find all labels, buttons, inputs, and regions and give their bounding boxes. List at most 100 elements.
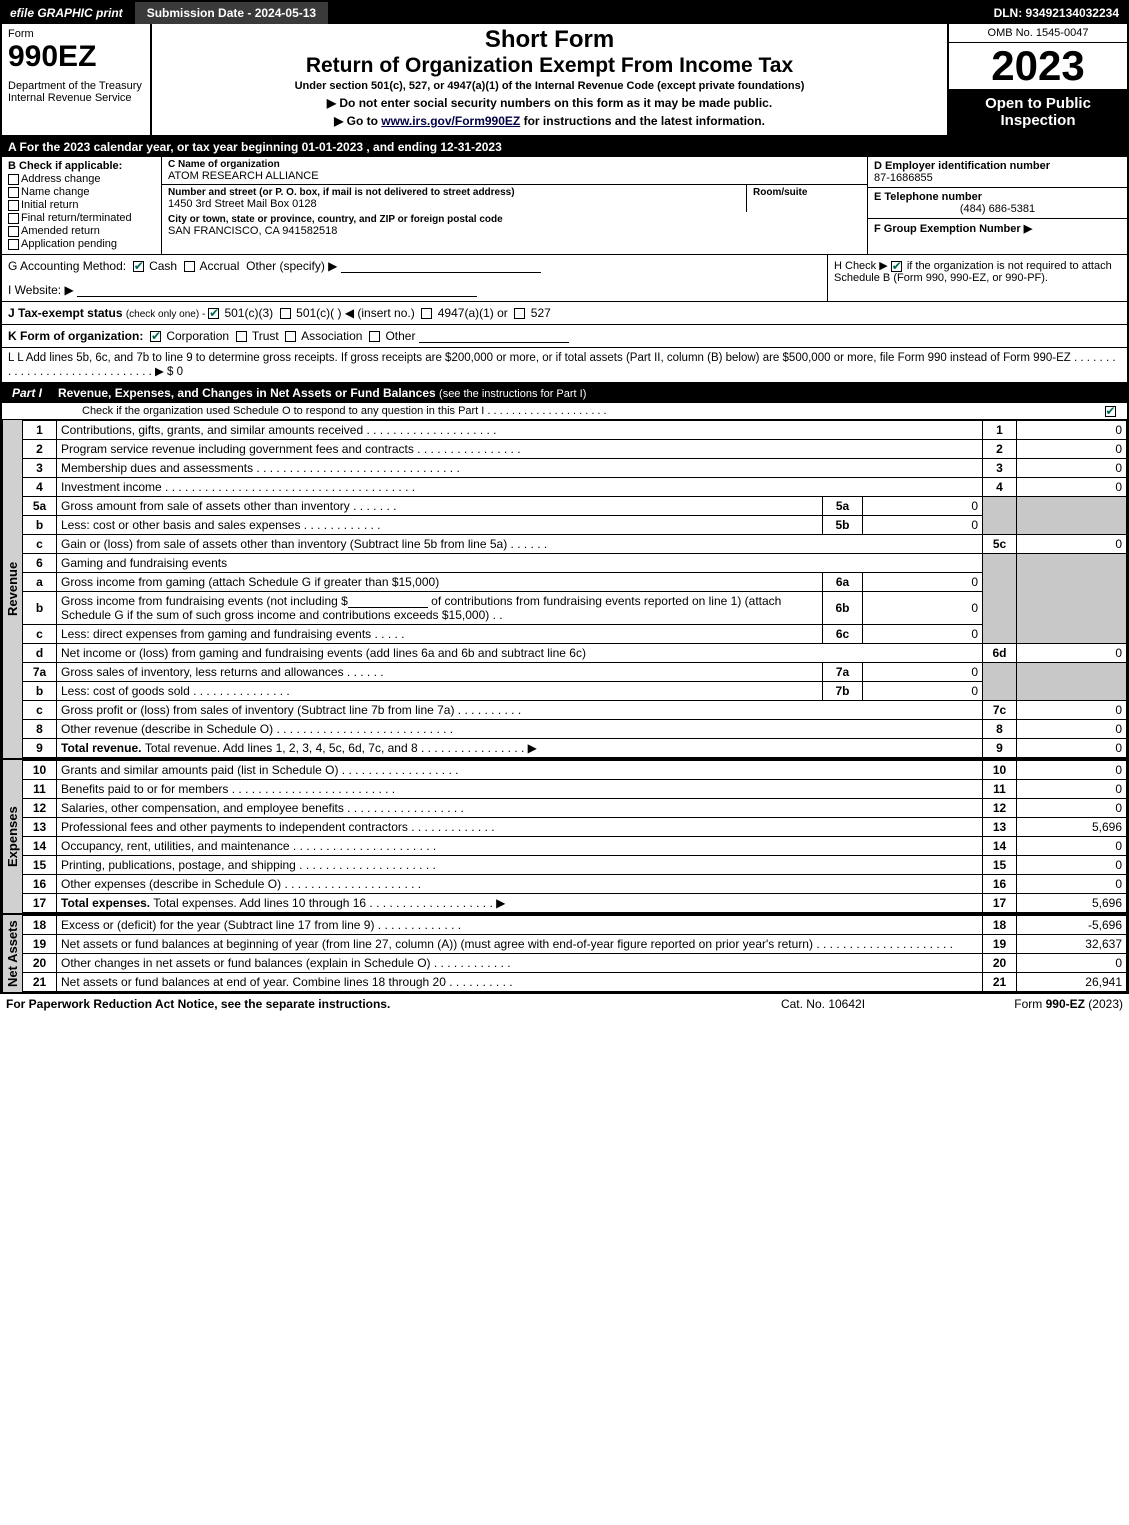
tax-year: 2023 xyxy=(949,43,1127,89)
lbl-k: K Form of organization: xyxy=(8,329,143,343)
ln-2: 2 xyxy=(23,440,57,459)
title-short-form: Short Form xyxy=(156,26,943,54)
chk-assoc[interactable] xyxy=(285,331,296,342)
ln-20: 20 xyxy=(23,954,57,973)
chk-app-pending[interactable]: Application pending xyxy=(8,238,155,250)
num-6d: 6d xyxy=(983,644,1017,663)
chk-h[interactable] xyxy=(891,261,902,272)
subamt-6b: 0 xyxy=(863,592,983,625)
amt-4: 0 xyxy=(1017,478,1127,497)
footer-right-post: (2023) xyxy=(1085,997,1123,1011)
side-label-net: Net Assets xyxy=(2,915,22,992)
blank-other-org[interactable] xyxy=(419,331,569,343)
desc-6b: Gross income from fundraising events (no… xyxy=(57,592,823,625)
desc-21: Net assets or fund balances at end of ye… xyxy=(57,973,983,992)
chk-4947[interactable] xyxy=(421,308,432,319)
header-right: OMB No. 1545-0047 2023 Open to Public In… xyxy=(947,24,1127,135)
section-b-to-f: B Check if applicable: Address change Na… xyxy=(2,157,1127,255)
irs-link[interactable]: www.irs.gov/Form990EZ xyxy=(381,114,520,128)
form-number: 990EZ xyxy=(8,40,144,74)
cell-street: Number and street (or P. O. box, if mail… xyxy=(162,185,747,212)
an-5c: c xyxy=(23,535,57,554)
val-phone: (484) 686-5381 xyxy=(874,203,1121,215)
row-7a: 7aGross sales of inventory, less returns… xyxy=(23,663,1127,682)
amt-7c: 0 xyxy=(1017,701,1127,720)
ln-5a: 5a xyxy=(23,497,57,516)
desc-5b: Less: cost or other basis and sales expe… xyxy=(57,516,823,535)
blank-6b[interactable] xyxy=(348,596,428,608)
row-j: J Tax-exempt status (check only one) - 5… xyxy=(2,302,1127,325)
table-revenue: 1Contributions, gifts, grants, and simil… xyxy=(22,420,1127,758)
chk-amended[interactable]: Amended return xyxy=(8,225,155,237)
part1-title: Revenue, Expenses, and Changes in Net As… xyxy=(52,383,592,403)
desc-5a: Gross amount from sale of assets other t… xyxy=(57,497,823,516)
sub-5b: 5b xyxy=(823,516,863,535)
lbl-j-small: (check only one) - xyxy=(126,309,208,320)
row-7b: bLess: cost of goods sold . . . . . . . … xyxy=(23,682,1127,701)
chk-address-change[interactable]: Address change xyxy=(8,173,155,185)
ln-6: 6 xyxy=(23,554,57,573)
chk-501c3[interactable] xyxy=(208,308,219,319)
desc-19: Net assets or fund balances at beginning… xyxy=(57,935,983,954)
desc-12: Salaries, other compensation, and employ… xyxy=(57,799,983,818)
chk-trust[interactable] xyxy=(236,331,247,342)
ln-7b: b xyxy=(23,682,57,701)
footer-right-pre: Form xyxy=(1014,997,1045,1011)
dept-treasury: Department of the Treasury Internal Reve… xyxy=(8,80,144,104)
row-21: 21Net assets or fund balances at end of … xyxy=(23,973,1127,992)
row-18: 18Excess or (deficit) for the year (Subt… xyxy=(23,916,1127,935)
lbl-group-exempt: F Group Exemption Number ▶ xyxy=(874,223,1032,235)
chk-accrual[interactable] xyxy=(184,261,195,272)
efile-print-button[interactable]: efile GRAPHIC print xyxy=(2,2,131,24)
chk-527[interactable] xyxy=(514,308,525,319)
chk-initial-return[interactable]: Initial return xyxy=(8,199,155,211)
row-1: 1Contributions, gifts, grants, and simil… xyxy=(23,421,1127,440)
ln-18: 18 xyxy=(23,916,57,935)
side-label-expenses: Expenses xyxy=(2,760,22,913)
chk-cash[interactable] xyxy=(133,261,144,272)
ln-13: 13 xyxy=(23,818,57,837)
subamt-5a: 0 xyxy=(863,497,983,516)
part1-sub-check[interactable] xyxy=(1101,405,1121,417)
lbl-cash: Cash xyxy=(149,259,177,273)
ln-19: 19 xyxy=(23,935,57,954)
num-9: 9 xyxy=(983,739,1017,758)
lbl-room: Room/suite xyxy=(753,187,861,198)
box-d: D Employer identification number 87-1686… xyxy=(868,157,1127,188)
row-17: 17Total expenses. Total expenses. Add li… xyxy=(23,894,1127,913)
ln-9: 9 xyxy=(23,739,57,758)
part1-title-text: Revenue, Expenses, and Changes in Net As… xyxy=(58,386,439,400)
lbl-street: Number and street (or P. O. box, if mail… xyxy=(168,187,740,198)
blank-other-method[interactable] xyxy=(341,261,541,273)
blank-website[interactable] xyxy=(77,285,477,297)
spacer xyxy=(328,2,985,24)
gray-5 xyxy=(983,497,1017,535)
ssn-warning: ▶ Do not enter social security numbers o… xyxy=(156,96,943,110)
side-label-revenue: Revenue xyxy=(2,420,22,758)
gray-7 xyxy=(983,663,1017,701)
chk-corp[interactable] xyxy=(150,331,161,342)
text-l: L Add lines 5b, 6c, and 7b to line 9 to … xyxy=(8,352,1116,378)
box-f: F Group Exemption Number ▶ xyxy=(868,219,1127,238)
desc-5c: Gain or (loss) from sale of assets other… xyxy=(57,535,983,554)
sub-6a: 6a xyxy=(823,573,863,592)
amt-5c: 0 xyxy=(1017,535,1127,554)
ln-7c: c xyxy=(23,701,57,720)
ln-5b: b xyxy=(23,516,57,535)
lbl-g: G Accounting Method: xyxy=(8,259,126,273)
lbl-527: 527 xyxy=(531,306,551,320)
part1-sub: Check if the organization used Schedule … xyxy=(2,403,1127,420)
desc-6d: Net income or (loss) from gaming and fun… xyxy=(57,644,983,663)
chk-501c[interactable] xyxy=(280,308,291,319)
chk-other-org[interactable] xyxy=(369,331,380,342)
num-12: 12 xyxy=(983,799,1017,818)
desc-10: Grants and similar amounts paid (list in… xyxy=(57,761,983,780)
footer-center: Cat. No. 10642I xyxy=(723,997,923,1011)
lbl-address-change: Address change xyxy=(21,173,101,185)
row-org-name: C Name of organization ATOM RESEARCH ALL… xyxy=(162,157,867,185)
chk-final-return[interactable]: Final return/terminated xyxy=(8,212,155,224)
lbl-4947: 4947(a)(1) or xyxy=(438,306,508,320)
row-6d: dNet income or (loss) from gaming and fu… xyxy=(23,644,1127,663)
chk-name-change[interactable]: Name change xyxy=(8,186,155,198)
row-16: 16Other expenses (describe in Schedule O… xyxy=(23,875,1127,894)
